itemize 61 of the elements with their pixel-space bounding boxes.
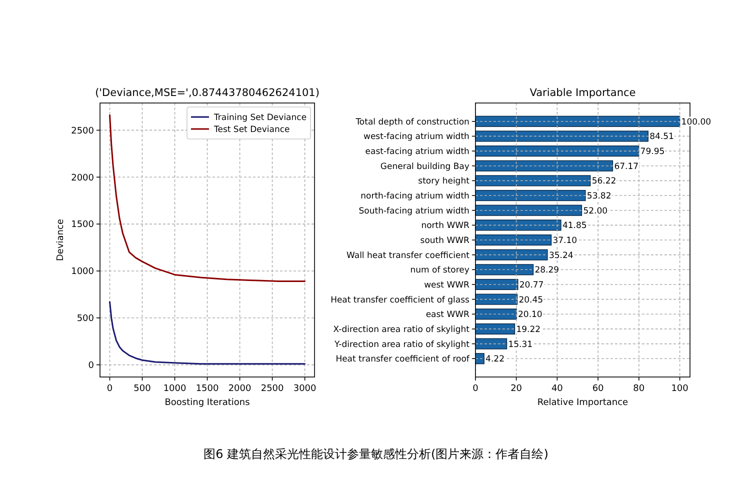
x-tick-label: 40 [551, 384, 564, 394]
y-tick-label: 1000 [71, 267, 94, 278]
y-tick-label: north WWR [421, 221, 470, 232]
y-tick-label: Total depth of construction [354, 117, 470, 128]
data-label: 84.51 [650, 132, 674, 142]
x-axis-title: Boosting Iterations [164, 398, 250, 408]
data-label: 35.24 [548, 250, 574, 261]
legend-label: Test Set Deviance [212, 124, 290, 135]
x-tick-label: 500 [134, 384, 152, 394]
y-tick-label: X-direction area ratio of skylight [333, 324, 470, 335]
caption: 图6 建筑自然采光性能设计参量敏感性分析(图片来源：作者自绘) [204, 447, 548, 461]
y-tick-label: west-facing atrium width [364, 132, 470, 142]
data-label: 4.22 [486, 354, 504, 365]
chart-title: ('Deviance,MSE=',0.87443780462624101) [95, 87, 320, 99]
data-label: 56.22 [592, 176, 616, 187]
y-tick-label: story height [418, 176, 470, 187]
y-tick-label: south WWR [420, 236, 470, 246]
x-tick-label: 0 [106, 384, 113, 394]
y-tick-label: Heat transfer coefficient of glass [330, 295, 470, 306]
x-tick-label: 1500 [196, 384, 220, 394]
chart-title: Variable Importance [530, 87, 636, 99]
data-label: 15.31 [508, 340, 533, 350]
y-tick-label: 2000 [71, 173, 94, 184]
y-axis-title: Deviance [56, 218, 66, 261]
x-tick-label: 0 [472, 384, 479, 394]
data-label: 37.10 [552, 236, 578, 246]
y-tick-label: 0 [88, 360, 94, 371]
data-label: 20.10 [518, 310, 542, 320]
y-tick-label: South-facing atrium width [358, 206, 470, 216]
y-tick-label: Wall heat transfer coefficient [346, 250, 470, 261]
x-tick-label: 1000 [163, 384, 186, 394]
data-label: 20.77 [519, 280, 544, 290]
x-tick-label: 60 [592, 384, 604, 394]
data-label: 53.82 [586, 191, 612, 202]
x-tick-label: 2500 [260, 384, 284, 394]
y-tick-label: east WWR [426, 310, 470, 320]
y-tick-label: north-facing atrium width [360, 191, 470, 202]
y-tick-label: east-facing atrium width [365, 147, 470, 158]
data-label: 67.17 [614, 162, 639, 172]
y-tick-label: 1500 [71, 220, 94, 230]
data-label: 28.29 [534, 266, 560, 276]
y-tick-label: General building Bay [380, 162, 470, 172]
x-tick-label: 2000 [228, 384, 252, 394]
y-tick-label: num of storey [410, 266, 470, 276]
data-label: 41.85 [562, 221, 587, 232]
data-label: 19.22 [516, 324, 541, 335]
x-tick-label: 80 [633, 384, 645, 394]
y-tick-label: 500 [76, 314, 94, 324]
x-axis-title: Relative Importance [537, 398, 629, 408]
x-tick-label: 20 [510, 384, 522, 394]
y-tick-label: 2500 [71, 126, 94, 136]
x-tick-label: 3000 [293, 384, 317, 394]
y-tick-label: west WWR [424, 280, 470, 290]
x-tick-label: 100 [671, 384, 689, 394]
y-tick-label: Heat transfer coefficient of roof [336, 354, 470, 365]
data-label: 52.00 [583, 206, 608, 216]
data-label: 100.00 [681, 117, 712, 128]
legend-label: Training Set Deviance [212, 112, 307, 123]
data-label: 20.45 [518, 295, 544, 306]
data-label: 79.95 [640, 147, 665, 158]
y-tick-label: Y-direction area ratio of skylight [333, 340, 470, 350]
